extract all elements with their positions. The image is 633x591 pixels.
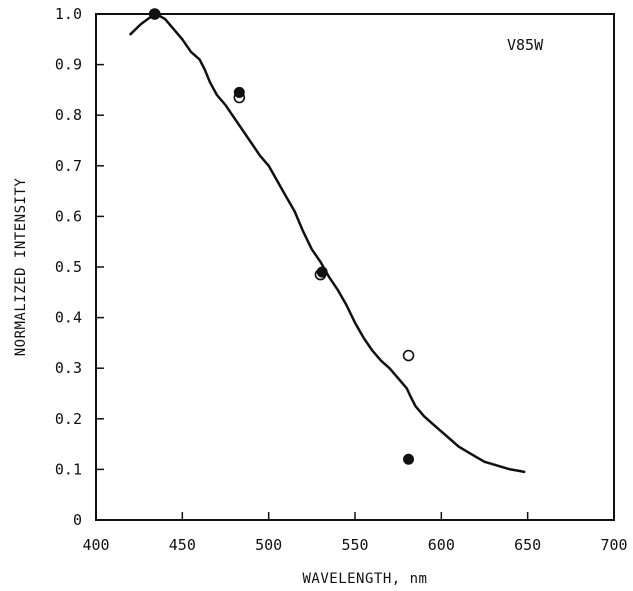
y-axis-label: NORMALIZED INTENSITY	[13, 178, 29, 357]
y-tick-label: 1.0	[55, 5, 82, 23]
y-tick-label: 0.8	[55, 106, 82, 124]
y-tick-label: 0	[73, 511, 82, 529]
filled-circle-point	[149, 8, 161, 20]
y-axis-ticks: 0 0.1 0.2 0.3 0.4 0.5 0.6 0.7 0.8 0.9 1.0	[55, 5, 104, 529]
y-tick-label: 0.2	[55, 410, 82, 428]
y-tick-label: 0.3	[55, 359, 82, 377]
x-tick-label: 400	[82, 536, 109, 554]
filled-circle-point	[233, 86, 245, 98]
x-axis-label: WAVELENGTH, nm	[302, 571, 427, 587]
filled-circle-point	[316, 266, 328, 278]
x-tick-label: 600	[428, 536, 455, 554]
filled-circle-point	[403, 453, 415, 465]
x-tick-label: 700	[600, 536, 627, 554]
y-tick-label: 0.7	[55, 157, 82, 175]
x-tick-label: 550	[341, 536, 368, 554]
y-tick-label: 0.1	[55, 460, 82, 478]
x-tick-label: 450	[169, 536, 196, 554]
x-tick-label: 500	[255, 536, 282, 554]
annotation-label: V85W	[507, 36, 544, 54]
y-tick-label: 0.9	[55, 56, 82, 74]
spectrum-curve	[129, 12, 526, 474]
y-tick-label: 0.5	[55, 258, 82, 276]
series-layer	[129, 8, 526, 474]
open-circle-point	[402, 349, 415, 362]
x-tick-label: 650	[514, 536, 541, 554]
y-tick-label: 0.4	[55, 309, 82, 327]
x-axis-ticks: 400 450 500 550 600 650 700	[82, 512, 628, 554]
plot-frame	[95, 13, 615, 521]
y-tick-label: 0.6	[55, 207, 82, 225]
